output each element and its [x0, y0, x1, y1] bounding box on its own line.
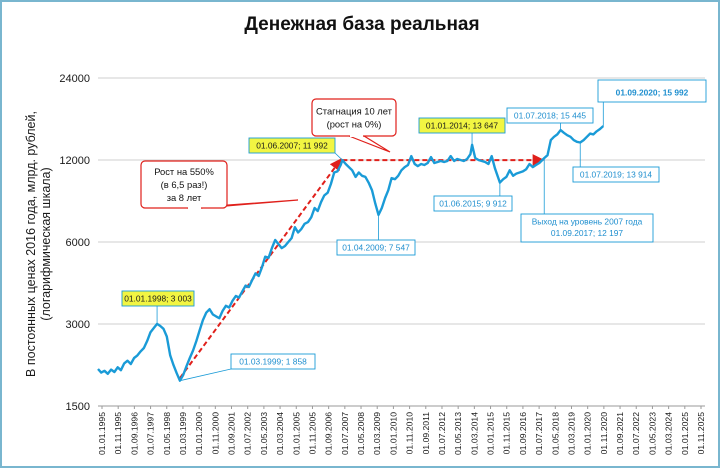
callout-box [140, 160, 228, 209]
x-tick-label: 01.09.2006 [324, 412, 334, 455]
x-tick-label: 01.01.2020 [583, 412, 593, 455]
y-tick-label: 6000 [66, 237, 90, 249]
x-tick-label: 01.09.2011 [421, 412, 431, 455]
x-tick-label: 01.03.2004 [275, 412, 285, 455]
x-tick-label: 01.07.2017 [534, 412, 544, 455]
x-tick-label: 01.09.1996 [129, 412, 139, 455]
series-line [97, 125, 605, 382]
point-label-text: 01.01.1998; 3 003 [124, 294, 192, 304]
point-label-box [336, 239, 416, 256]
point-labels: 01.01.1998; 3 003 01.03.1999; 1 858 01.06.… [121, 79, 707, 370]
y-axis-ticks: 1500 3000 6000 12000 24000 [59, 73, 90, 413]
point-label-text: 01.07.2018; 15 445 [514, 111, 587, 121]
point-label-text: 01.06.2007; 11 992 [256, 141, 328, 151]
x-tick-label: 01.11.2020 [599, 412, 609, 455]
x-tick-label: 01.07.2012 [437, 412, 447, 455]
x-tick-label: 01.07.2002 [243, 412, 253, 455]
point-label-box [230, 353, 316, 370]
x-tick-label: 01.01.2005 [291, 412, 301, 455]
callout-text: (рост на 0%) [327, 119, 382, 130]
callout-text: Рост на 550% [154, 166, 214, 177]
callout-text: (в 6,5 раз!) [161, 179, 208, 190]
x-tick-label: 01.03.2019 [566, 412, 576, 455]
x-tick-label: 01.05.2003 [259, 412, 269, 455]
y-tick-label: 24000 [59, 73, 90, 85]
point-label-box [520, 213, 654, 243]
x-tick-label: 01.01.2025 [680, 412, 690, 455]
x-tick-label: 01.01.2010 [388, 412, 398, 455]
trend-arrows [179, 154, 545, 379]
x-axis-ticks: 01.01.1995 01.11.1995 01.09.1996 01.07.1997… [97, 406, 706, 455]
trend-arrow [179, 158, 342, 379]
y-axis-label-line: (логарифмическая шкала) [39, 167, 53, 320]
x-tick-label: 01.03.1999 [178, 412, 188, 455]
point-label-text: 01.09.2020; 15 992 [616, 88, 689, 98]
x-tick-label: 01.05.2023 [647, 412, 657, 455]
x-tick-label: 01.03.2014 [469, 412, 479, 455]
point-label-text: 01.01.2014; 13 647 [426, 121, 499, 131]
y-tick-label: 3000 [66, 319, 90, 331]
chart-title: Денежная база реальная [244, 14, 479, 35]
label-leader-lines [156, 102, 604, 382]
callouts: Рост на 550% (в 6,5 раз!) за 8 лет Стагнаци… [140, 98, 397, 209]
x-tick-label: 01.05.2018 [550, 412, 560, 455]
x-tick-label: 01.01.1995 [97, 412, 107, 455]
point-label-box [418, 117, 506, 134]
x-tick-label: 01.01.2000 [194, 412, 204, 455]
point-label-text: 01.07.2019; 13 914 [580, 170, 653, 180]
point-label-text: 01.06.2015; 9 912 [439, 199, 507, 209]
point-label-text: 01.04.2009; 7 547 [342, 243, 410, 253]
point-label-box [506, 107, 594, 124]
label-leader [334, 152, 343, 161]
y-axis-label-line: В постоянных ценах 2016 года, млрд. рубл… [24, 111, 38, 377]
x-tick-label: 01.05.2013 [453, 412, 463, 455]
y-tick-label: 1500 [66, 401, 90, 413]
point-label-box [433, 195, 513, 212]
label-leader [179, 368, 232, 382]
x-tick-label: 01.11.1995 [113, 412, 123, 455]
x-tick-label: 01.09.2001 [227, 412, 237, 455]
x-tick-label: 01.07.2022 [631, 412, 641, 455]
callout-tail [348, 135, 391, 153]
y-axis-label: В постоянных ценах 2016 года, млрд. рубл… [24, 111, 53, 377]
point-label-text: Выход на уровень 2007 года [532, 217, 643, 227]
point-label-box [121, 290, 195, 307]
x-tick-label: 01.11.2015 [502, 412, 512, 455]
point-label-box [248, 137, 336, 154]
x-tick-label: 01.03.2009 [372, 412, 382, 455]
callout-text: Стагнация 10 лет [316, 106, 393, 117]
x-tick-label: 01.03.2024 [664, 412, 674, 455]
point-label-text: 01.09.2017; 12 197 [551, 228, 624, 238]
point-label-text: 01.03.1999; 1 858 [239, 357, 307, 367]
x-tick-label: 01.07.1997 [146, 412, 156, 455]
x-tick-label: 01.11.2000 [210, 412, 220, 455]
x-tick-label: 01.11.2025 [696, 412, 706, 455]
x-tick-label: 01.05.1998 [162, 412, 172, 455]
x-tick-label: 01.05.2008 [356, 412, 366, 455]
x-tick-label: 01.11.2005 [307, 412, 317, 455]
x-tick-label: 01.11.2010 [405, 412, 415, 455]
point-label-box [572, 166, 660, 183]
x-tick-label: 01.07.2007 [340, 412, 350, 455]
x-tick-label: 01.09.2016 [518, 412, 528, 455]
callout-text: за 8 лет [167, 192, 202, 203]
x-tick-label: 01.01.2015 [486, 412, 496, 455]
x-tick-label: 01.09.2021 [615, 412, 625, 455]
y-tick-label: 12000 [59, 155, 90, 167]
point-label-box [597, 79, 707, 103]
series-lines [97, 125, 605, 382]
